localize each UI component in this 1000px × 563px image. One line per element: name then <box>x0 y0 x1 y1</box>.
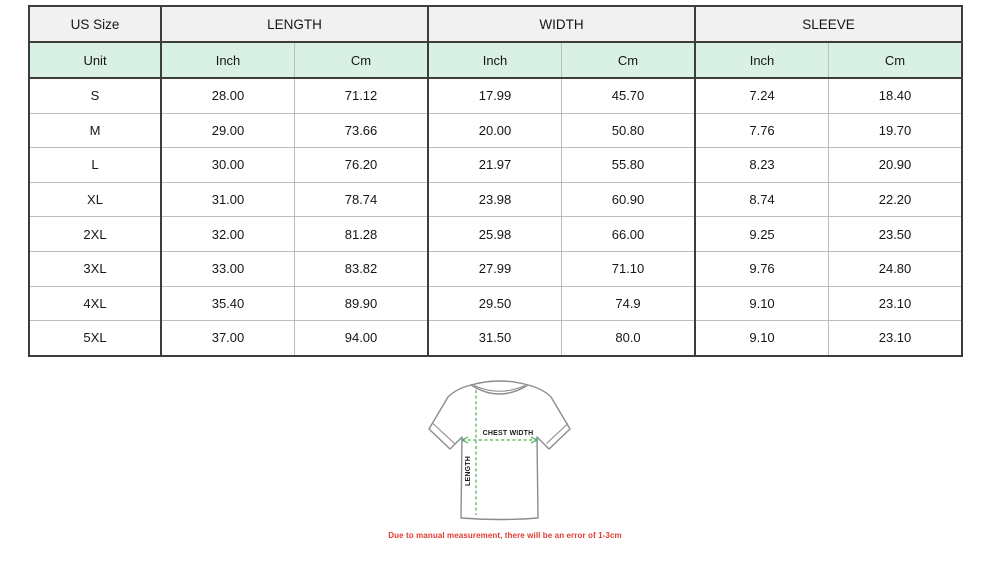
size-label: S <box>28 77 162 114</box>
measurement-cell: 8.23 <box>694 147 830 183</box>
measurement-cell: 23.50 <box>828 216 963 252</box>
measurement-cell: 31.50 <box>427 320 563 357</box>
measurement-cell: 80.0 <box>561 320 696 357</box>
size-row: 5XL 37.00 94.00 31.50 80.0 9.10 23.10 <box>28 320 963 357</box>
measurement-cell: 76.20 <box>294 147 429 183</box>
measurement-cell: 45.70 <box>561 77 696 114</box>
measurement-cell: 19.70 <box>828 112 963 149</box>
measurement-cell: 50.80 <box>561 112 696 149</box>
measurement-cell: 71.12 <box>294 77 429 114</box>
header-us-size: US Size <box>28 5 162 43</box>
measurement-cell: 66.00 <box>561 216 696 252</box>
measurement-cell: 29.50 <box>427 285 563 322</box>
disclaimer-text: Due to manual measurement, there will be… <box>388 531 622 540</box>
measurement-cell: 83.82 <box>294 250 429 287</box>
header-group-row: US Size LENGTH WIDTH SLEEVE <box>28 5 963 43</box>
chest-width-arrow-left <box>460 436 469 444</box>
chest-width-label: CHEST WIDTH <box>483 430 534 437</box>
size-row: 3XL 33.00 83.82 27.99 71.10 9.76 24.80 <box>28 250 963 287</box>
measurement-cell: 23.10 <box>828 285 963 322</box>
measurement-cell: 55.80 <box>561 147 696 183</box>
measurement-cell: 32.00 <box>160 216 295 252</box>
tshirt-outline <box>428 380 571 521</box>
size-row: S 28.00 71.12 17.99 45.70 7.24 18.40 <box>28 77 963 114</box>
unit-cell: Inch <box>427 41 563 79</box>
measurement-cell: 78.74 <box>294 181 429 218</box>
size-row: XL 31.00 78.74 23.98 60.90 8.74 22.20 <box>28 181 963 218</box>
size-row: M 29.00 73.66 20.00 50.80 7.76 19.70 <box>28 112 963 149</box>
size-label: 5XL <box>28 320 162 357</box>
header-length: LENGTH <box>159 5 429 43</box>
measurement-cell: 25.98 <box>427 216 563 252</box>
measurement-cell: 17.99 <box>427 77 563 114</box>
size-label: XL <box>28 181 162 218</box>
unit-cell: Cm <box>561 41 696 79</box>
measurement-cell: 27.99 <box>427 250 563 287</box>
measurement-cell: 31.00 <box>160 181 295 218</box>
size-chart-table: US Size LENGTH WIDTH SLEEVE Unit Inch Cm… <box>28 5 964 357</box>
measurement-cell: 20.00 <box>427 112 563 149</box>
unit-cell: Inch <box>694 41 830 79</box>
chest-width-arrow-right <box>530 436 539 444</box>
measurement-cell: 73.66 <box>294 112 429 149</box>
measurement-cell: 9.10 <box>694 320 830 357</box>
size-label: 2XL <box>28 216 162 252</box>
measurement-cell: 8.74 <box>694 181 830 218</box>
unit-cell: Unit <box>28 41 162 79</box>
measurement-cell: 23.98 <box>427 181 563 218</box>
unit-cell: Inch <box>160 41 295 79</box>
measurement-cell: 18.40 <box>828 77 963 114</box>
size-label: 3XL <box>28 250 162 287</box>
measurement-cell: 23.10 <box>828 320 963 357</box>
measurement-cell: 71.10 <box>561 250 696 287</box>
unit-cell: Cm <box>294 41 429 79</box>
measurement-cell: 9.10 <box>694 285 830 322</box>
measurement-cell: 74.9 <box>561 285 696 322</box>
measurement-cell: 20.90 <box>828 147 963 183</box>
measurement-cell: 30.00 <box>160 147 295 183</box>
unit-row: Unit Inch Cm Inch Cm Inch Cm <box>28 41 963 79</box>
length-label: LENGTH <box>465 456 472 486</box>
size-label: 4XL <box>28 285 162 322</box>
measurement-cell: 21.97 <box>427 147 563 183</box>
header-sleeve: SLEEVE <box>694 5 963 43</box>
size-label: M <box>28 112 162 149</box>
measurement-cell: 24.80 <box>828 250 963 287</box>
measurement-cell: 89.90 <box>294 285 429 322</box>
measurement-cell: 7.24 <box>694 77 830 114</box>
measurement-cell: 9.76 <box>694 250 830 287</box>
tshirt-measurement-diagram: CHEST WIDTH LENGTH <box>428 380 571 521</box>
measurement-cell: 9.25 <box>694 216 830 252</box>
measurement-cell: 94.00 <box>294 320 429 357</box>
unit-cell: Cm <box>828 41 963 79</box>
size-row: L 30.00 76.20 21.97 55.80 8.23 20.90 <box>28 147 963 183</box>
header-width: WIDTH <box>427 5 696 43</box>
size-row: 4XL 35.40 89.90 29.50 74.9 9.10 23.10 <box>28 285 963 322</box>
measurement-cell: 35.40 <box>160 285 295 322</box>
measurement-cell: 81.28 <box>294 216 429 252</box>
measurement-cell: 22.20 <box>828 181 963 218</box>
measurement-cell: 29.00 <box>160 112 295 149</box>
measurement-cell: 28.00 <box>160 77 295 114</box>
size-label: L <box>28 147 162 183</box>
size-row: 2XL 32.00 81.28 25.98 66.00 9.25 23.50 <box>28 216 963 252</box>
measurement-cell: 7.76 <box>694 112 830 149</box>
measurement-cell: 60.90 <box>561 181 696 218</box>
measurement-cell: 37.00 <box>160 320 295 357</box>
measurement-cell: 33.00 <box>160 250 295 287</box>
